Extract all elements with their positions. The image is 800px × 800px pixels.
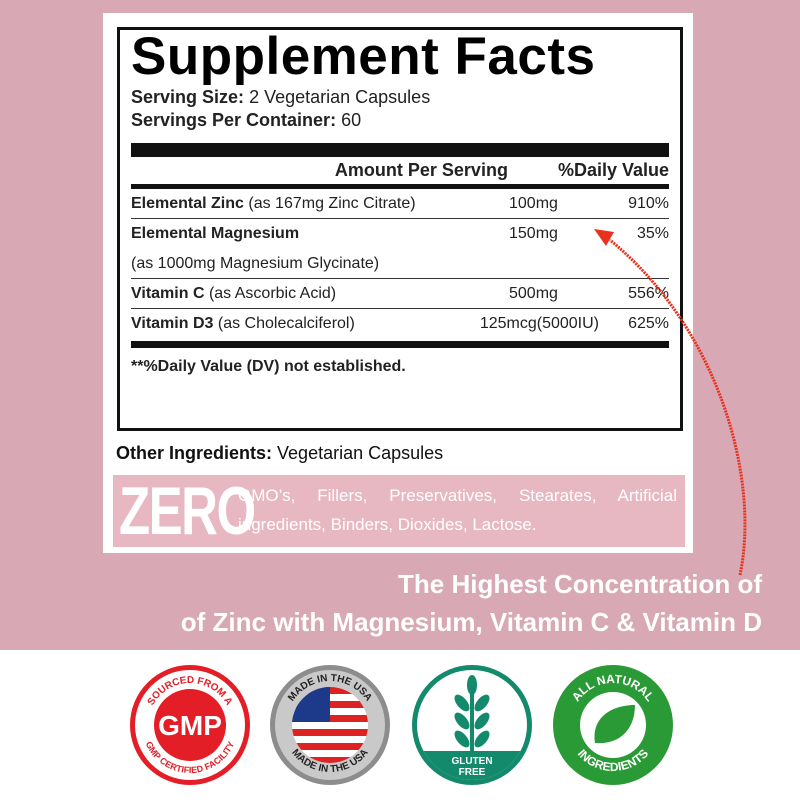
table-row: (as 1000mg Magnesium Glycinate)	[131, 249, 669, 279]
facts-title: Supplement Facts	[131, 27, 596, 86]
servings-per-container: Servings Per Container: 60	[131, 110, 362, 130]
svg-text:GLUTEN: GLUTEN	[451, 756, 492, 767]
zero-heading: ZERO	[119, 473, 256, 549]
arrow-icon	[594, 229, 747, 576]
label-panel	[103, 13, 693, 553]
leaf-icon	[594, 705, 635, 744]
svg-text:GMP: GMP	[158, 710, 222, 741]
table-header: Amount Per Serving %Daily Value	[131, 157, 669, 189]
table-row: Elemental Zinc (as 167mg Zinc Citrate) 10…	[131, 189, 669, 219]
zero-box: ZERO GMO’s, Fillers, Preservatives, Stea…	[113, 475, 685, 547]
svg-text:FREE: FREE	[459, 767, 486, 778]
other-ingredients: Other Ingredients: Vegetarian Capsules	[116, 443, 444, 463]
divider	[131, 143, 669, 157]
table-row: Elemental Magnesium 150mg 35%	[131, 225, 669, 242]
zero-text: GMO’s, Fillers, Preservatives, Stearates…	[238, 486, 677, 534]
divider	[131, 341, 669, 348]
footnote: **%Daily Value (DV) not established.	[131, 358, 406, 375]
wheat-icon	[454, 675, 490, 751]
gmp-badge: SOURCED FROM A GMP CERTIFIED FACILITY GM…	[128, 663, 252, 787]
serving-size: Serving Size: 2 Vegetarian Capsules	[131, 87, 431, 107]
table-row: Vitamin D3 (as Cholecalciferol) 125mcg(50…	[131, 315, 669, 332]
all-natural-badge: ALL NATURAL INGREDIENTS	[551, 663, 675, 787]
supplement-facts-box: Supplement Facts Serving Size: 2 Vegetar…	[117, 27, 683, 431]
table-row: Vitamin C (as Ascorbic Acid) 500mg 556%	[131, 279, 669, 309]
made-in-usa-badge: MADE IN THE USA MADE IN THE USA	[268, 663, 392, 787]
gluten-free-badge: GLUTEN FREE	[410, 663, 534, 787]
slogan: The Highest Concentration of of Zinc with…	[180, 569, 762, 637]
